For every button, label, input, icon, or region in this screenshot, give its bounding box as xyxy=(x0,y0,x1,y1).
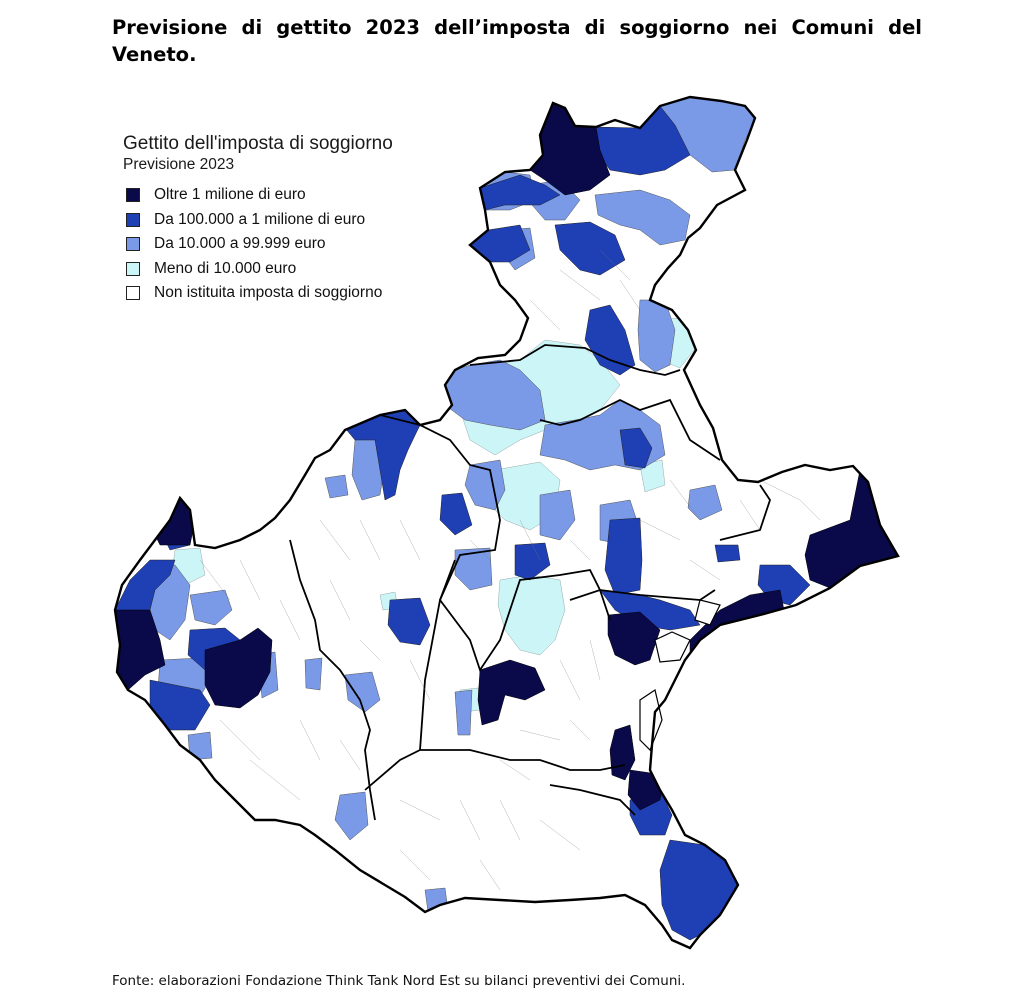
legend-swatch xyxy=(126,237,140,252)
legend-label: Da 10.000 a 99.999 euro xyxy=(154,235,326,253)
map-title: Previsione di gettito 2023 dell’imposta … xyxy=(112,16,922,66)
legend-item-10k-100k: Da 10.000 a 99.999 euro xyxy=(123,232,393,257)
legend-title: Gettito dell'imposta di soggiorno xyxy=(123,133,393,154)
source-note: Fonte: elaborazioni Fondazione Think Tan… xyxy=(112,973,686,989)
legend-item-under-10k: Meno di 10.000 euro xyxy=(123,257,393,282)
legend-item-100k-1m: Da 100.000 a 1 milione di euro xyxy=(123,208,393,233)
legend-swatch xyxy=(126,212,140,227)
legend-label: Non istituita imposta di soggiorno xyxy=(154,284,383,302)
legend-item-not-instituted: Non istituita imposta di soggiorno xyxy=(123,281,393,306)
legend-swatch xyxy=(126,188,140,203)
legend-item-over-1m: Oltre 1 milione di euro xyxy=(123,183,393,208)
legend-swatch xyxy=(126,261,140,276)
legend-label: Oltre 1 milione di euro xyxy=(154,186,306,204)
legend-swatch xyxy=(126,286,140,301)
legend-label: Meno di 10.000 euro xyxy=(154,259,297,277)
legend-subtitle: Previsione 2023 xyxy=(123,156,235,173)
map-legend: Gettito dell'imposta di soggiorno Previs… xyxy=(123,132,393,306)
legend-label: Da 100.000 a 1 milione di euro xyxy=(154,210,366,228)
